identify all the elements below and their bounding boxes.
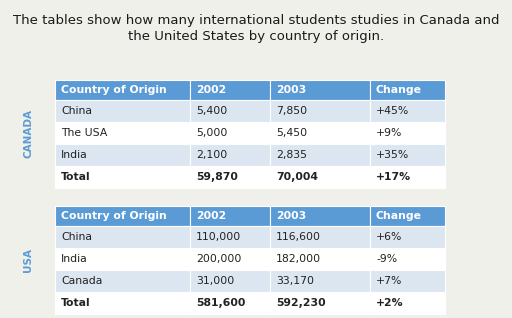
Text: +7%: +7% (376, 276, 402, 286)
Text: USA: USA (23, 248, 33, 272)
Bar (55, 226, 190, 248)
Text: 182,000: 182,000 (276, 254, 321, 264)
Bar (270, 144, 370, 166)
Bar (270, 100, 370, 122)
Bar (55, 270, 190, 292)
Text: 31,000: 31,000 (196, 276, 234, 286)
Text: China: China (61, 232, 92, 242)
Text: Canada: Canada (61, 276, 102, 286)
Text: India: India (61, 254, 88, 264)
Bar (55, 100, 190, 122)
Text: +35%: +35% (376, 150, 409, 160)
Bar (190, 122, 270, 144)
Text: +6%: +6% (376, 232, 402, 242)
Bar (370, 206, 445, 226)
Bar (190, 270, 270, 292)
Text: Country of Origin: Country of Origin (61, 211, 167, 221)
Text: 5,400: 5,400 (196, 106, 227, 116)
Bar (370, 226, 445, 248)
Bar (190, 206, 270, 226)
Text: 70,004: 70,004 (276, 172, 318, 182)
Text: +17%: +17% (376, 172, 411, 182)
Text: The tables show how many international students studies in Canada and: The tables show how many international s… (13, 14, 499, 27)
Text: Change: Change (376, 85, 422, 95)
Text: 2003: 2003 (276, 211, 306, 221)
Text: -9%: -9% (376, 254, 397, 264)
Text: 592,230: 592,230 (276, 298, 326, 308)
Bar (370, 270, 445, 292)
Text: The USA: The USA (61, 128, 108, 138)
Text: 110,000: 110,000 (196, 232, 241, 242)
Bar (190, 100, 270, 122)
Text: 200,000: 200,000 (196, 254, 241, 264)
Bar (270, 166, 370, 188)
Text: 5,000: 5,000 (196, 128, 227, 138)
Bar (270, 292, 370, 314)
Bar (270, 248, 370, 270)
Text: 581,600: 581,600 (196, 298, 245, 308)
Text: 2003: 2003 (276, 85, 306, 95)
Text: Total: Total (61, 298, 91, 308)
Bar (55, 248, 190, 270)
Text: 116,600: 116,600 (276, 232, 321, 242)
Text: 2002: 2002 (196, 211, 226, 221)
Text: 2,100: 2,100 (196, 150, 227, 160)
Bar (370, 144, 445, 166)
Text: Total: Total (61, 172, 91, 182)
Bar (370, 100, 445, 122)
Bar (190, 166, 270, 188)
Bar (270, 226, 370, 248)
Text: China: China (61, 106, 92, 116)
Bar (55, 122, 190, 144)
Text: India: India (61, 150, 88, 160)
Text: the United States by country of origin.: the United States by country of origin. (128, 30, 384, 43)
Bar (270, 80, 370, 100)
Text: +2%: +2% (376, 298, 403, 308)
Text: +45%: +45% (376, 106, 409, 116)
Bar (190, 248, 270, 270)
Bar (270, 122, 370, 144)
Bar (190, 80, 270, 100)
Bar (55, 80, 190, 100)
Text: Change: Change (376, 211, 422, 221)
Bar (370, 292, 445, 314)
Text: 2,835: 2,835 (276, 150, 307, 160)
Text: +9%: +9% (376, 128, 402, 138)
Text: 33,170: 33,170 (276, 276, 314, 286)
Text: 5,450: 5,450 (276, 128, 307, 138)
Bar (370, 166, 445, 188)
Bar (55, 206, 190, 226)
Bar (55, 144, 190, 166)
Bar (55, 166, 190, 188)
Bar (270, 270, 370, 292)
Bar (370, 248, 445, 270)
Bar (190, 144, 270, 166)
Bar (370, 122, 445, 144)
Text: CANADA: CANADA (23, 109, 33, 158)
Bar (55, 292, 190, 314)
Text: 2002: 2002 (196, 85, 226, 95)
Bar (270, 206, 370, 226)
Bar (190, 292, 270, 314)
Text: 59,870: 59,870 (196, 172, 238, 182)
Bar (370, 80, 445, 100)
Text: 7,850: 7,850 (276, 106, 307, 116)
Bar (190, 226, 270, 248)
Text: Country of Origin: Country of Origin (61, 85, 167, 95)
